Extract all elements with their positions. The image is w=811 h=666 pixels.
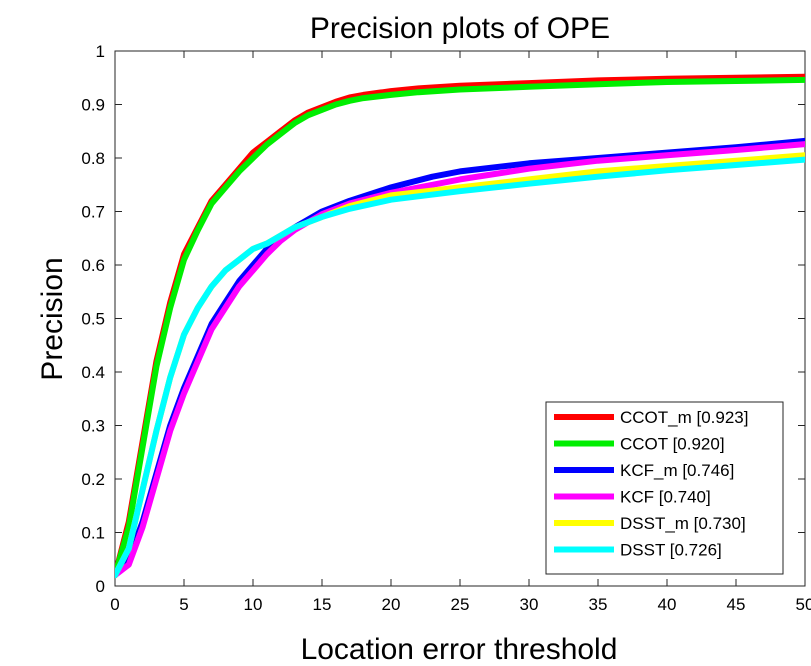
y-tick-label: 1	[96, 42, 105, 61]
x-tick-label: 15	[313, 595, 332, 614]
legend-box	[545, 401, 784, 575]
y-tick-label: 0.7	[81, 203, 105, 222]
series-line-5	[115, 156, 805, 579]
x-tick-label: 35	[589, 595, 608, 614]
x-tick-label: 5	[179, 595, 188, 614]
x-tick-label: 50	[796, 595, 811, 614]
y-tick-label: 0.8	[81, 149, 105, 168]
x-tick-label: 10	[244, 595, 263, 614]
y-tick-label: 0.6	[81, 256, 105, 275]
series-lines	[115, 73, 805, 579]
legend-label-3: KCF [0.740]	[620, 488, 711, 507]
legend-label-1: CCOT [0.920]	[620, 435, 725, 454]
y-tick-label: 0.3	[81, 417, 105, 436]
legend-label-2: KCF_m [0.746]	[620, 461, 734, 480]
legend-label-0: CCOT_m [0.923]	[620, 408, 749, 427]
x-tick-label: 0	[110, 595, 119, 614]
legend-label-4: DSST_m [0.730]	[620, 514, 746, 533]
chart-title: Precision plots of OPE	[310, 12, 610, 45]
y-tick-label: 0	[96, 577, 105, 596]
x-tick-label: 40	[658, 595, 677, 614]
series-line-1	[115, 76, 805, 579]
x-tick-label: 20	[382, 595, 401, 614]
y-tick-label: 0.1	[81, 524, 105, 543]
x-axis-label: Location error threshold	[301, 633, 618, 666]
x-tick-label: 25	[451, 595, 470, 614]
series-line-3	[115, 141, 805, 579]
y-axis-label: Precision	[36, 257, 69, 380]
x-tick-label: 45	[727, 595, 746, 614]
y-tick-label: 0.4	[81, 363, 105, 382]
y-tick-label: 0.9	[81, 96, 105, 115]
legend: CCOT_m [0.923] CCOT [0.920] KCF_m [0.746] K…	[545, 401, 784, 575]
legend-label-5: DSST [0.726]	[620, 541, 722, 560]
plot-area: 0 5 10 15 20 25 30 35 40 45 50 0 0.1 0.2 0.3 0.4 0.5 0.6 0…	[81, 42, 811, 614]
x-tick-label: 30	[520, 595, 539, 614]
y-tick-label: 0.5	[81, 310, 105, 329]
y-tick-label: 0.2	[81, 470, 105, 489]
